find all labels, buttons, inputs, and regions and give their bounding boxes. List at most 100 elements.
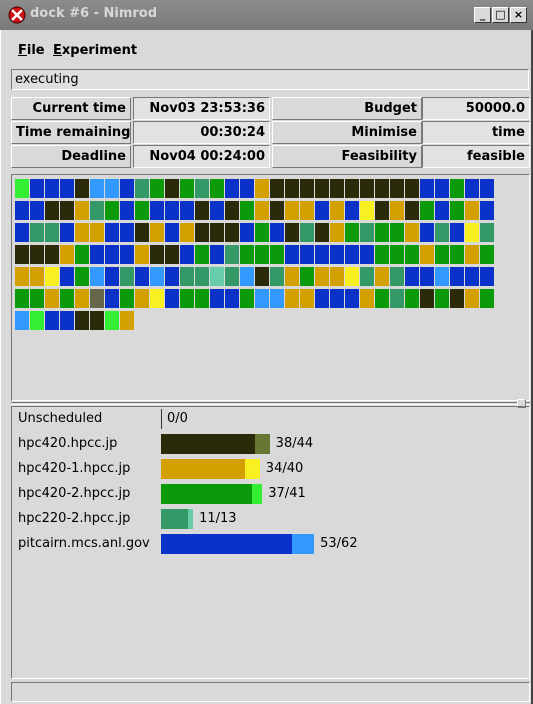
job-cell <box>285 289 299 308</box>
menu-experiment[interactable]: Experiment <box>53 43 138 58</box>
job-cell <box>345 289 359 308</box>
job-cell <box>150 267 164 286</box>
job-cell <box>285 223 299 242</box>
job-cell <box>15 289 29 308</box>
job-cell <box>450 179 464 198</box>
job-cell <box>15 179 29 198</box>
job-cell <box>330 223 344 242</box>
job-cell <box>360 201 374 220</box>
job-cell <box>480 223 494 242</box>
menu-file[interactable]: File <box>18 43 45 58</box>
job-cell <box>135 289 149 308</box>
job-cell <box>60 223 74 242</box>
job-cell <box>90 223 104 242</box>
job-cell <box>330 179 344 198</box>
minimize-button[interactable]: _ <box>474 7 491 23</box>
job-cell <box>135 223 149 242</box>
job-cell <box>255 179 269 198</box>
job-cell <box>180 201 194 220</box>
job-grid <box>11 174 530 401</box>
job-cell <box>225 245 239 264</box>
job-cell <box>180 223 194 242</box>
info-value: Nov04 00:24:00 <box>133 145 270 168</box>
job-cell <box>105 245 119 264</box>
job-cell <box>210 245 224 264</box>
job-cell <box>360 223 374 242</box>
job-cell <box>90 289 104 308</box>
job-cell <box>420 201 434 220</box>
job-cell <box>150 179 164 198</box>
job-cell <box>390 223 404 242</box>
job-cell <box>120 289 134 308</box>
done-bar <box>161 459 245 479</box>
info-label: Budget <box>272 97 422 120</box>
job-cell <box>390 179 404 198</box>
job-cell <box>480 201 494 220</box>
job-cell <box>465 223 479 242</box>
job-cell <box>330 201 344 220</box>
job-cell <box>345 223 359 242</box>
job-cell <box>390 201 404 220</box>
info-value: feasible <box>422 145 530 168</box>
title-bar: dock #6 - Nimrod _ □ × <box>0 0 533 30</box>
job-cell <box>45 179 59 198</box>
app-icon <box>8 6 26 24</box>
job-cell <box>165 201 179 220</box>
job-cell <box>480 289 494 308</box>
window-title: dock #6 - Nimrod <box>30 6 158 21</box>
job-cell <box>390 289 404 308</box>
job-cell <box>135 245 149 264</box>
job-cell <box>240 179 254 198</box>
job-cell <box>240 245 254 264</box>
maximize-button[interactable]: □ <box>492 7 509 23</box>
running-bar <box>291 534 315 554</box>
job-cell <box>45 223 59 242</box>
job-cell <box>30 289 44 308</box>
job-cell <box>225 179 239 198</box>
job-cell <box>420 245 434 264</box>
job-cell <box>90 245 104 264</box>
job-cell <box>195 223 209 242</box>
job-cell <box>60 179 74 198</box>
job-cell <box>210 223 224 242</box>
job-cell <box>360 267 374 286</box>
job-cell <box>225 201 239 220</box>
job-cell <box>75 223 89 242</box>
job-cell <box>330 245 344 264</box>
job-cell <box>300 201 314 220</box>
job-cell <box>180 267 194 286</box>
job-cell <box>75 311 89 330</box>
host-count: 37/41 <box>268 486 306 501</box>
job-cell <box>360 289 374 308</box>
job-cell <box>270 179 284 198</box>
splitter-handle[interactable] <box>517 399 526 408</box>
job-cell <box>45 201 59 220</box>
status-field: executing <box>11 69 529 90</box>
job-cell <box>405 245 419 264</box>
job-cell <box>90 179 104 198</box>
job-cell <box>360 179 374 198</box>
job-cell <box>330 267 344 286</box>
job-cell <box>30 179 44 198</box>
job-cell <box>360 245 374 264</box>
host-count: 53/62 <box>320 536 358 551</box>
job-cell <box>165 179 179 198</box>
job-cell <box>375 201 389 220</box>
job-cell <box>285 179 299 198</box>
job-cell <box>465 289 479 308</box>
job-cell <box>60 245 74 264</box>
job-cell <box>30 223 44 242</box>
job-cell <box>120 201 134 220</box>
job-cell <box>375 179 389 198</box>
job-cell <box>405 223 419 242</box>
job-cell <box>105 311 119 330</box>
job-cell <box>210 201 224 220</box>
job-cell <box>345 201 359 220</box>
close-button[interactable]: × <box>510 7 527 23</box>
job-cell <box>300 179 314 198</box>
splitter[interactable] <box>11 402 530 405</box>
job-cell <box>60 267 74 286</box>
job-cell <box>240 223 254 242</box>
job-cell <box>45 289 59 308</box>
job-cell <box>255 267 269 286</box>
